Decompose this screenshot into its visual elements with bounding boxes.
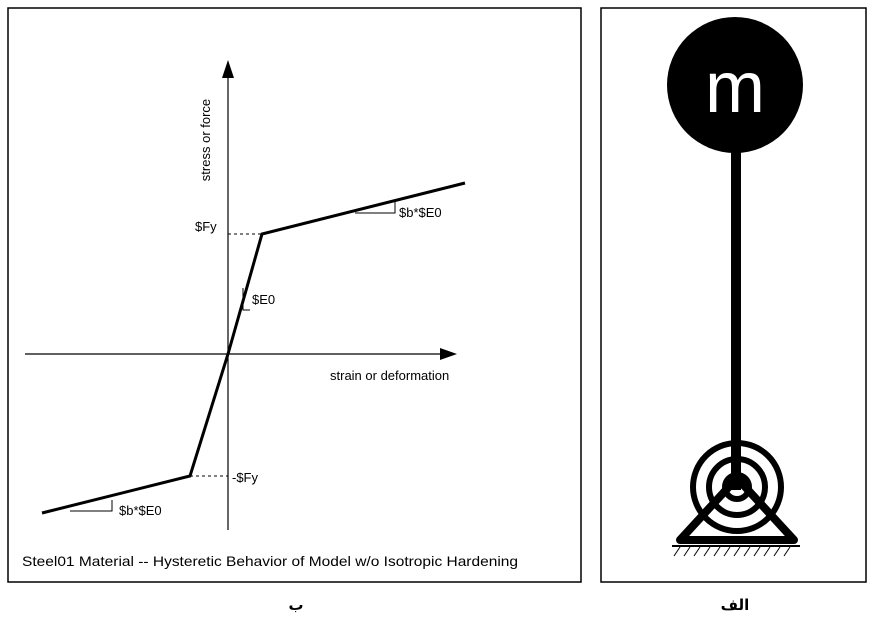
upper-slope-label: $b*$E0 (399, 205, 442, 220)
lower-slope-label: $b*$E0 (119, 503, 162, 518)
left-panel-label: ب (288, 596, 303, 614)
upper-slope-triangle (355, 202, 396, 214)
spring-outer (690, 440, 784, 534)
y-arrow (222, 60, 234, 78)
right-panel-label: الف (721, 596, 750, 614)
support (676, 474, 798, 544)
e0-label: $E0 (252, 292, 275, 307)
mass-label: m (705, 48, 765, 128)
right-frame (600, 7, 867, 583)
spring-middle (706, 456, 768, 518)
y-axis-label: stress or force (198, 99, 213, 181)
e0-triangle (242, 288, 250, 311)
mass (667, 17, 803, 153)
caption: Steel01 Material -- Hysteretic Behavior … (22, 553, 518, 569)
backbone-curve (41, 181, 466, 515)
ground-hatch (673, 546, 791, 557)
fy-label: $Fy (195, 219, 217, 234)
x-arrow (440, 348, 457, 360)
lower-slope-triangle (70, 500, 113, 512)
x-axis-label: strain or deformation (330, 368, 449, 383)
neg-fy-label: -$Fy (232, 470, 259, 485)
left-frame (7, 7, 582, 583)
